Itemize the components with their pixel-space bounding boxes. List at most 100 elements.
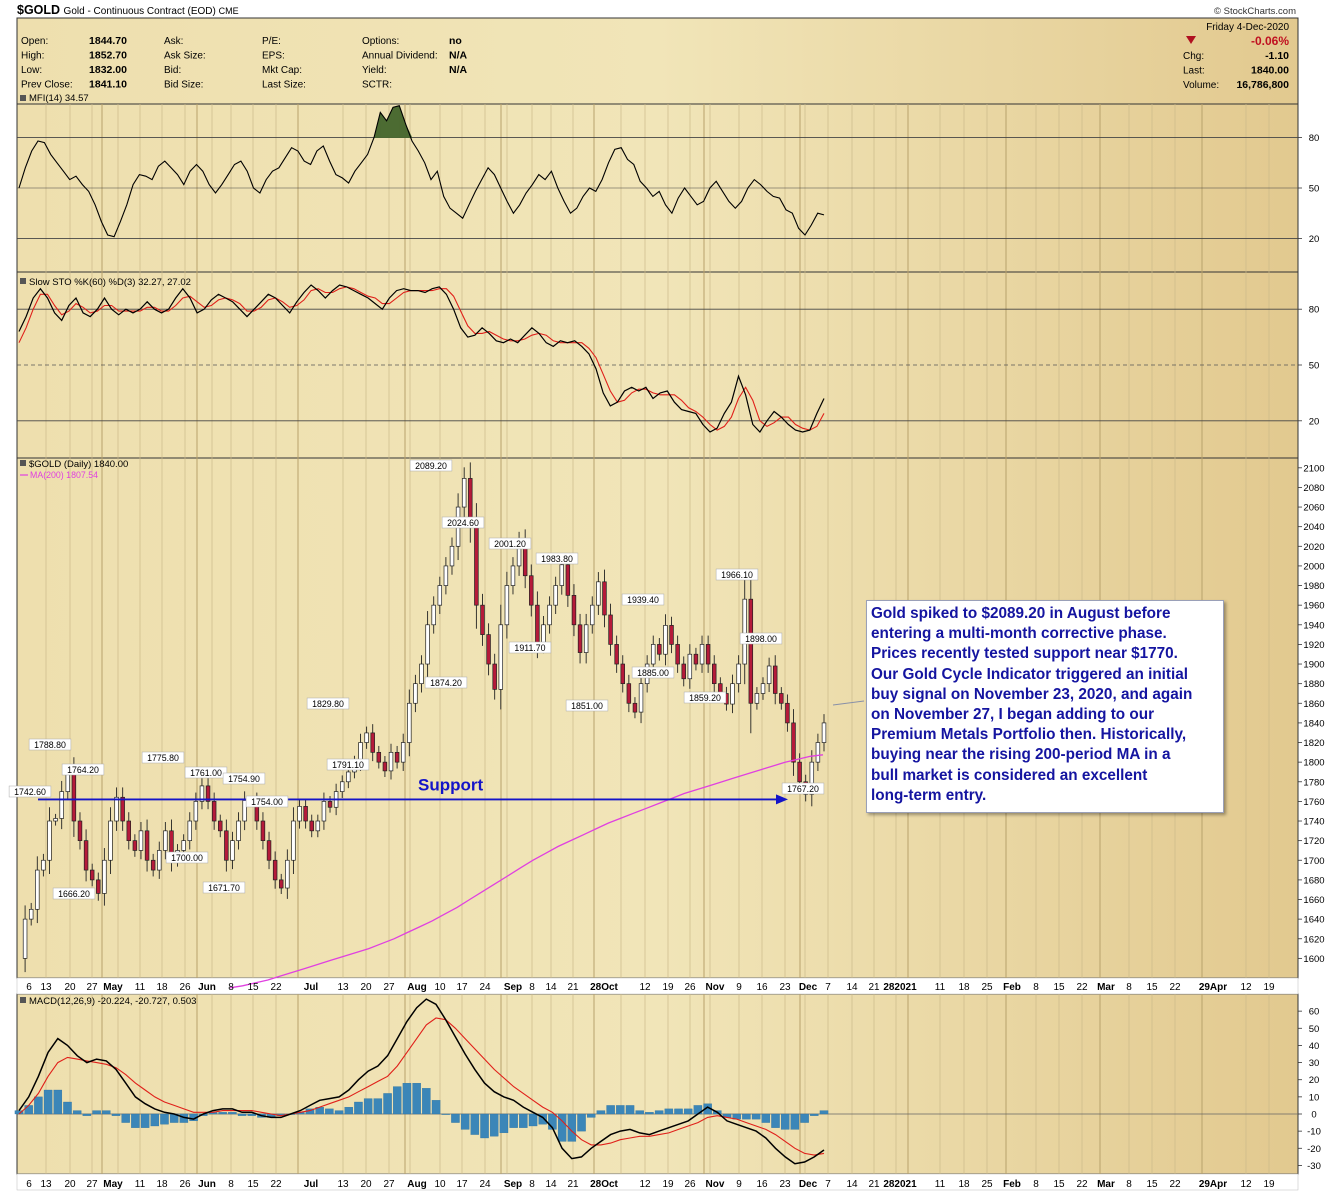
x-tick-label: 22 xyxy=(1076,1179,1088,1190)
x-tick-label: 27 xyxy=(86,982,98,993)
x-tick-label: 14 xyxy=(846,1179,858,1190)
x-tick-label: 15 xyxy=(1146,1179,1158,1190)
macd-histogram-bar xyxy=(470,1113,480,1135)
macd-histogram-bar xyxy=(82,1113,92,1116)
x-tick-label: 14 xyxy=(545,982,557,993)
x-tick-label: 12 xyxy=(639,1179,651,1190)
macd-line xyxy=(18,998,825,1165)
price-annotation: 1788.80 xyxy=(34,740,66,750)
x-tick-label: 24 xyxy=(479,1179,491,1190)
x-tick-label: 8 xyxy=(529,982,535,993)
macd-histogram-bar xyxy=(92,1110,101,1115)
candle-down xyxy=(772,665,778,694)
y-tick-label: 2060 xyxy=(1303,503,1324,514)
candle-down xyxy=(89,869,95,881)
price-annotation: 1671.70 xyxy=(208,883,240,893)
candle-up xyxy=(559,564,564,586)
candle-up xyxy=(687,653,693,680)
candle-up xyxy=(193,801,199,822)
macd-histogram-bar xyxy=(150,1113,160,1127)
x-tick-label: 9 xyxy=(736,982,742,993)
macd-histogram-bar xyxy=(451,1113,460,1123)
y-tick-label: 1840 xyxy=(1303,718,1324,729)
candle-up xyxy=(181,840,186,851)
price-annotation: 1898.00 xyxy=(745,634,777,644)
x-tick-label: 19 xyxy=(1263,982,1275,993)
panel-menu-icon xyxy=(20,460,26,466)
y-tick-label: 20 xyxy=(1309,1075,1320,1086)
x-tick-label: Mar xyxy=(1097,1179,1115,1190)
macd-signal-line xyxy=(18,1017,825,1156)
x-tick-label: 19 xyxy=(662,1179,674,1190)
commentary-line: buy signal on November 23, 2020, and aga… xyxy=(871,685,1193,703)
macd-histogram-bar xyxy=(742,1113,751,1120)
y-tick-label: 60 xyxy=(1309,1007,1320,1018)
macd-histogram-bar xyxy=(577,1113,586,1132)
y-tick-label: 1720 xyxy=(1303,836,1324,847)
macd-histogram-bar xyxy=(344,1106,353,1115)
macd-histogram-bar xyxy=(790,1113,800,1130)
x-tick-label: 15 xyxy=(247,1179,259,1190)
y-tick-label: 1920 xyxy=(1303,640,1324,651)
y-tick-label: 1640 xyxy=(1303,915,1324,926)
candle-down xyxy=(309,820,314,832)
x-tick-label: 22 xyxy=(270,1179,282,1190)
x-tick-label: 11 xyxy=(135,982,146,993)
candle-down xyxy=(260,820,266,841)
macd-histogram-bar xyxy=(111,1113,121,1116)
candle-up xyxy=(736,663,741,685)
price-annotation-box xyxy=(441,516,485,529)
x-tick-label: 14 xyxy=(846,982,858,993)
quote-label: Annual Dividend: xyxy=(362,51,438,62)
x-tick-label: 18 xyxy=(156,982,168,993)
x-tick-label: Sep xyxy=(504,982,522,993)
y-tick-label: 1780 xyxy=(1303,777,1324,788)
candle-up xyxy=(431,604,436,626)
x-tick-label: 18 xyxy=(958,1179,970,1190)
candle-up xyxy=(242,800,247,822)
x-tick-label: 26 xyxy=(684,1179,696,1190)
macd-histogram-bar xyxy=(131,1113,140,1128)
price-annotation-box xyxy=(245,795,289,808)
x-tick-label: 21 xyxy=(567,982,579,993)
macd-histogram-bar xyxy=(683,1108,693,1115)
x-tick-label: 17 xyxy=(456,1179,468,1190)
x-tick-label: 18 xyxy=(156,1179,168,1190)
candle-down xyxy=(327,801,333,808)
candle-up xyxy=(53,818,58,822)
price-annotation: 1885.00 xyxy=(637,668,669,678)
candle-down xyxy=(120,796,125,822)
candle-up xyxy=(504,585,510,626)
candle-up xyxy=(199,785,205,802)
candle-down xyxy=(492,663,497,690)
candle-down xyxy=(657,644,662,655)
x-tick-label: 15 xyxy=(1053,1179,1065,1190)
y-tick-label: 2020 xyxy=(1303,542,1324,553)
quote-value: -1.10 xyxy=(1265,50,1289,62)
candle-down xyxy=(144,830,150,861)
candle-down xyxy=(669,625,674,645)
x-axis-strip-bottom xyxy=(16,1173,1299,1191)
support-arrow-icon xyxy=(776,794,788,805)
price-annotation: 1791.10 xyxy=(332,760,364,770)
commentary-line: Gold spiked to $2089.20 in August before xyxy=(871,605,1171,622)
price-annotation: 1874.20 xyxy=(430,678,462,688)
sto-title: Slow STO %K(60) %D(3) 32.27, 27.02 xyxy=(29,277,191,288)
y-tick-label: 1800 xyxy=(1303,758,1324,769)
price-annotation: 1764.20 xyxy=(67,765,99,775)
quote-date: Friday 4-Dec-2020 xyxy=(1206,22,1289,33)
y-tick-label: 1860 xyxy=(1303,699,1324,710)
candle-down xyxy=(797,761,802,783)
x-tick-label: Sep xyxy=(504,1179,522,1190)
macd-histogram-bar xyxy=(528,1113,538,1127)
candle-down xyxy=(779,693,784,704)
x-tick-label: 282021 xyxy=(883,1179,917,1190)
macd-histogram-bar xyxy=(393,1086,402,1115)
x-tick-label: Dec xyxy=(799,1179,818,1190)
macd-histogram-bar xyxy=(664,1108,674,1115)
candle-down xyxy=(205,785,211,802)
quote-value: N/A xyxy=(449,50,468,62)
y-tick-label: 1660 xyxy=(1303,895,1324,906)
quote-label: Low: xyxy=(21,65,42,76)
price-annotation: 1859.20 xyxy=(689,693,721,703)
